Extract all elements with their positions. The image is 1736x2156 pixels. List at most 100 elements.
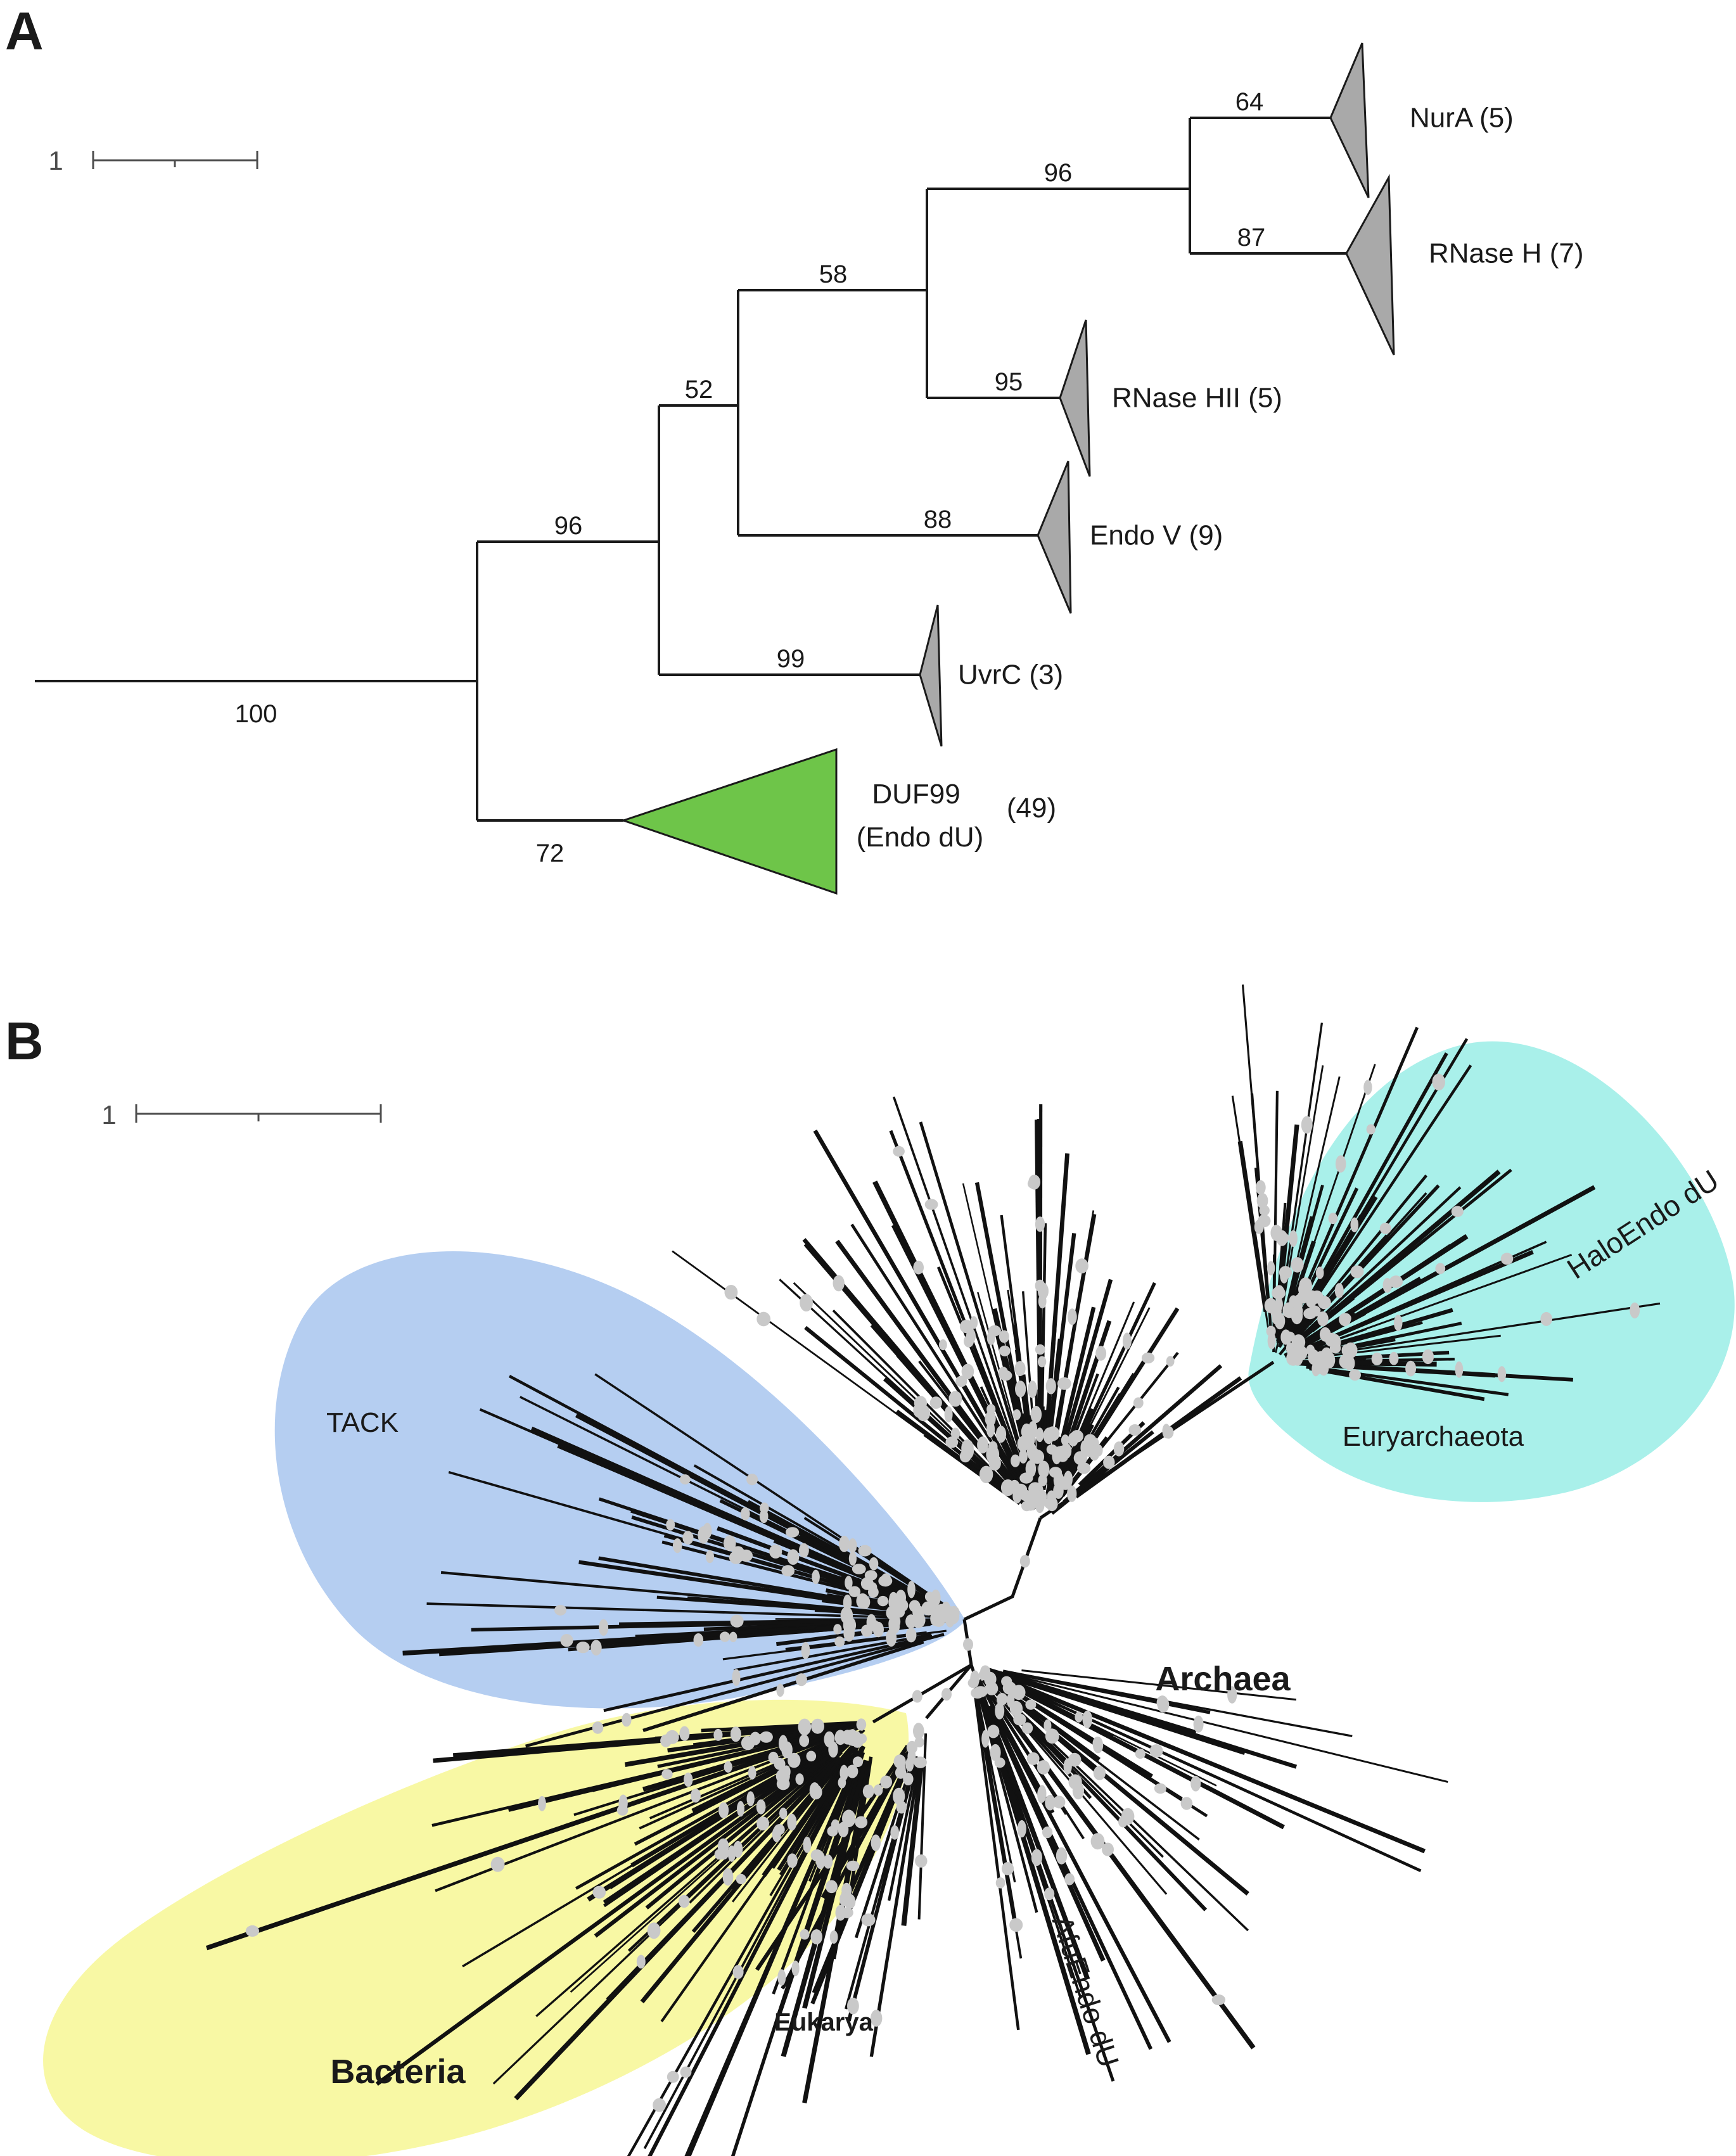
- support-dot: [1256, 1192, 1268, 1209]
- branch-line: [980, 1700, 1027, 1838]
- support-dot: [995, 1426, 1007, 1443]
- support-dot: [1141, 1352, 1155, 1363]
- support-dot: [1292, 1305, 1303, 1317]
- support-dot: [1068, 1774, 1082, 1790]
- support-dot: [1073, 1451, 1088, 1465]
- support-dot: [811, 1718, 824, 1734]
- scale-value: 1: [48, 146, 63, 175]
- support-dot: [661, 1769, 673, 1780]
- support-dot: [799, 1734, 810, 1747]
- support-dot: [592, 1721, 604, 1734]
- support-dot: [896, 1801, 907, 1814]
- support-dot: [986, 1421, 995, 1438]
- support-dot: [1021, 1424, 1034, 1439]
- support-dot: [781, 1741, 793, 1759]
- radial-tree-support-dots: [245, 1073, 1640, 2112]
- support-dot: [971, 1687, 985, 1699]
- support-dot: [714, 1849, 726, 1860]
- branch-line: [1075, 1376, 1242, 1498]
- panel-b-letter: B: [5, 1011, 44, 1071]
- support-dot: [599, 1619, 609, 1636]
- support-dot: [1286, 1342, 1294, 1355]
- support-dot: [1113, 1441, 1125, 1457]
- support-dot: [833, 1624, 842, 1635]
- support-dot: [1296, 1291, 1310, 1304]
- panel-b: B 1 TACK Archaea Euryarchaeota HaloEndo …: [5, 984, 1735, 2156]
- support-dot: [1270, 1225, 1282, 1241]
- scale-value: 1: [101, 1100, 116, 1130]
- support-dot: [1306, 1296, 1316, 1308]
- eukarya-label: Eukarya: [774, 2008, 873, 2036]
- support-dot: [772, 1826, 781, 1842]
- support-dot: [955, 1375, 967, 1387]
- support-dot: [890, 1825, 899, 1840]
- support-dot: [846, 1764, 858, 1778]
- support-dot: [795, 1673, 807, 1687]
- support-dot: [1211, 1994, 1226, 2005]
- clade-label-nura: NurA (5): [1410, 103, 1514, 134]
- support-dot: [1012, 1685, 1026, 1700]
- support-dot: [1350, 1217, 1359, 1233]
- support-dot: [1350, 1265, 1364, 1279]
- support-dot: [893, 1787, 905, 1805]
- support-dot: [1227, 1686, 1237, 1704]
- support-dot: [1037, 1786, 1045, 1804]
- support-dot: [959, 1320, 974, 1334]
- support-dot: [786, 1527, 800, 1538]
- support-dot: [997, 1693, 1008, 1706]
- branch-line: [643, 1751, 859, 2150]
- tack-label: TACK: [326, 1407, 399, 1438]
- branch-line: [627, 1754, 856, 2156]
- branch-line: [648, 1749, 860, 2156]
- euryarchaeota-label: Euryarchaeota: [1343, 1421, 1524, 1452]
- branch-line: [919, 1121, 1037, 1501]
- branch-line: [375, 1743, 843, 2086]
- support-dot: [1630, 1302, 1640, 1318]
- support-dot: [1405, 1360, 1417, 1377]
- support-dot: [970, 1670, 980, 1687]
- support-dot: [1046, 1426, 1060, 1441]
- support-dot: [945, 1436, 959, 1448]
- support-dot: [1067, 1308, 1077, 1325]
- support-dot: [839, 1536, 850, 1552]
- support-dot: [1122, 1332, 1132, 1349]
- support-dot: [1052, 1796, 1066, 1809]
- support-dot: [982, 1466, 991, 1478]
- support-dot: [909, 1600, 921, 1612]
- support-dot: [682, 1531, 694, 1545]
- support-dot: [1019, 1449, 1028, 1464]
- support-dot: [756, 1816, 769, 1831]
- support-dot: [959, 1450, 971, 1463]
- branch-line: [1063, 1364, 1223, 1504]
- support-dot: [869, 1557, 879, 1571]
- support-dot: [756, 1311, 771, 1327]
- branch-line: [845, 1756, 873, 1913]
- support-dot: [815, 1851, 826, 1870]
- clade-triangle-nura: [1329, 42, 1370, 198]
- support-dot: [1037, 1356, 1047, 1368]
- branch-line: [762, 1752, 853, 1877]
- support-dot: [1012, 1409, 1021, 1420]
- support-dot: [1154, 1783, 1166, 1794]
- support-dot: [977, 1436, 988, 1454]
- support-dot: [1044, 1719, 1052, 1732]
- support-dot: [872, 1621, 884, 1638]
- support-dot: [746, 1791, 755, 1807]
- support-dot: [871, 2010, 883, 2027]
- support-dot: [893, 1754, 906, 1769]
- support-dot: [653, 2098, 666, 2112]
- support-dot: [1094, 1444, 1103, 1457]
- support-dot: [803, 1836, 812, 1853]
- panel-b-scale-bar: 1: [101, 1100, 382, 1130]
- support-dot: [907, 1581, 916, 1598]
- support-dot: [941, 1688, 952, 1701]
- branch-line: [777, 1759, 851, 1872]
- support-dot: [1064, 1873, 1075, 1885]
- support-dot: [1045, 1378, 1056, 1394]
- support-dot: [690, 1789, 701, 1803]
- branch-line: [1309, 1367, 1485, 1401]
- support-dot: [834, 1730, 846, 1745]
- support-dot: [724, 1761, 732, 1773]
- support-dot: [1166, 1356, 1175, 1367]
- support-dot: [828, 1741, 838, 1758]
